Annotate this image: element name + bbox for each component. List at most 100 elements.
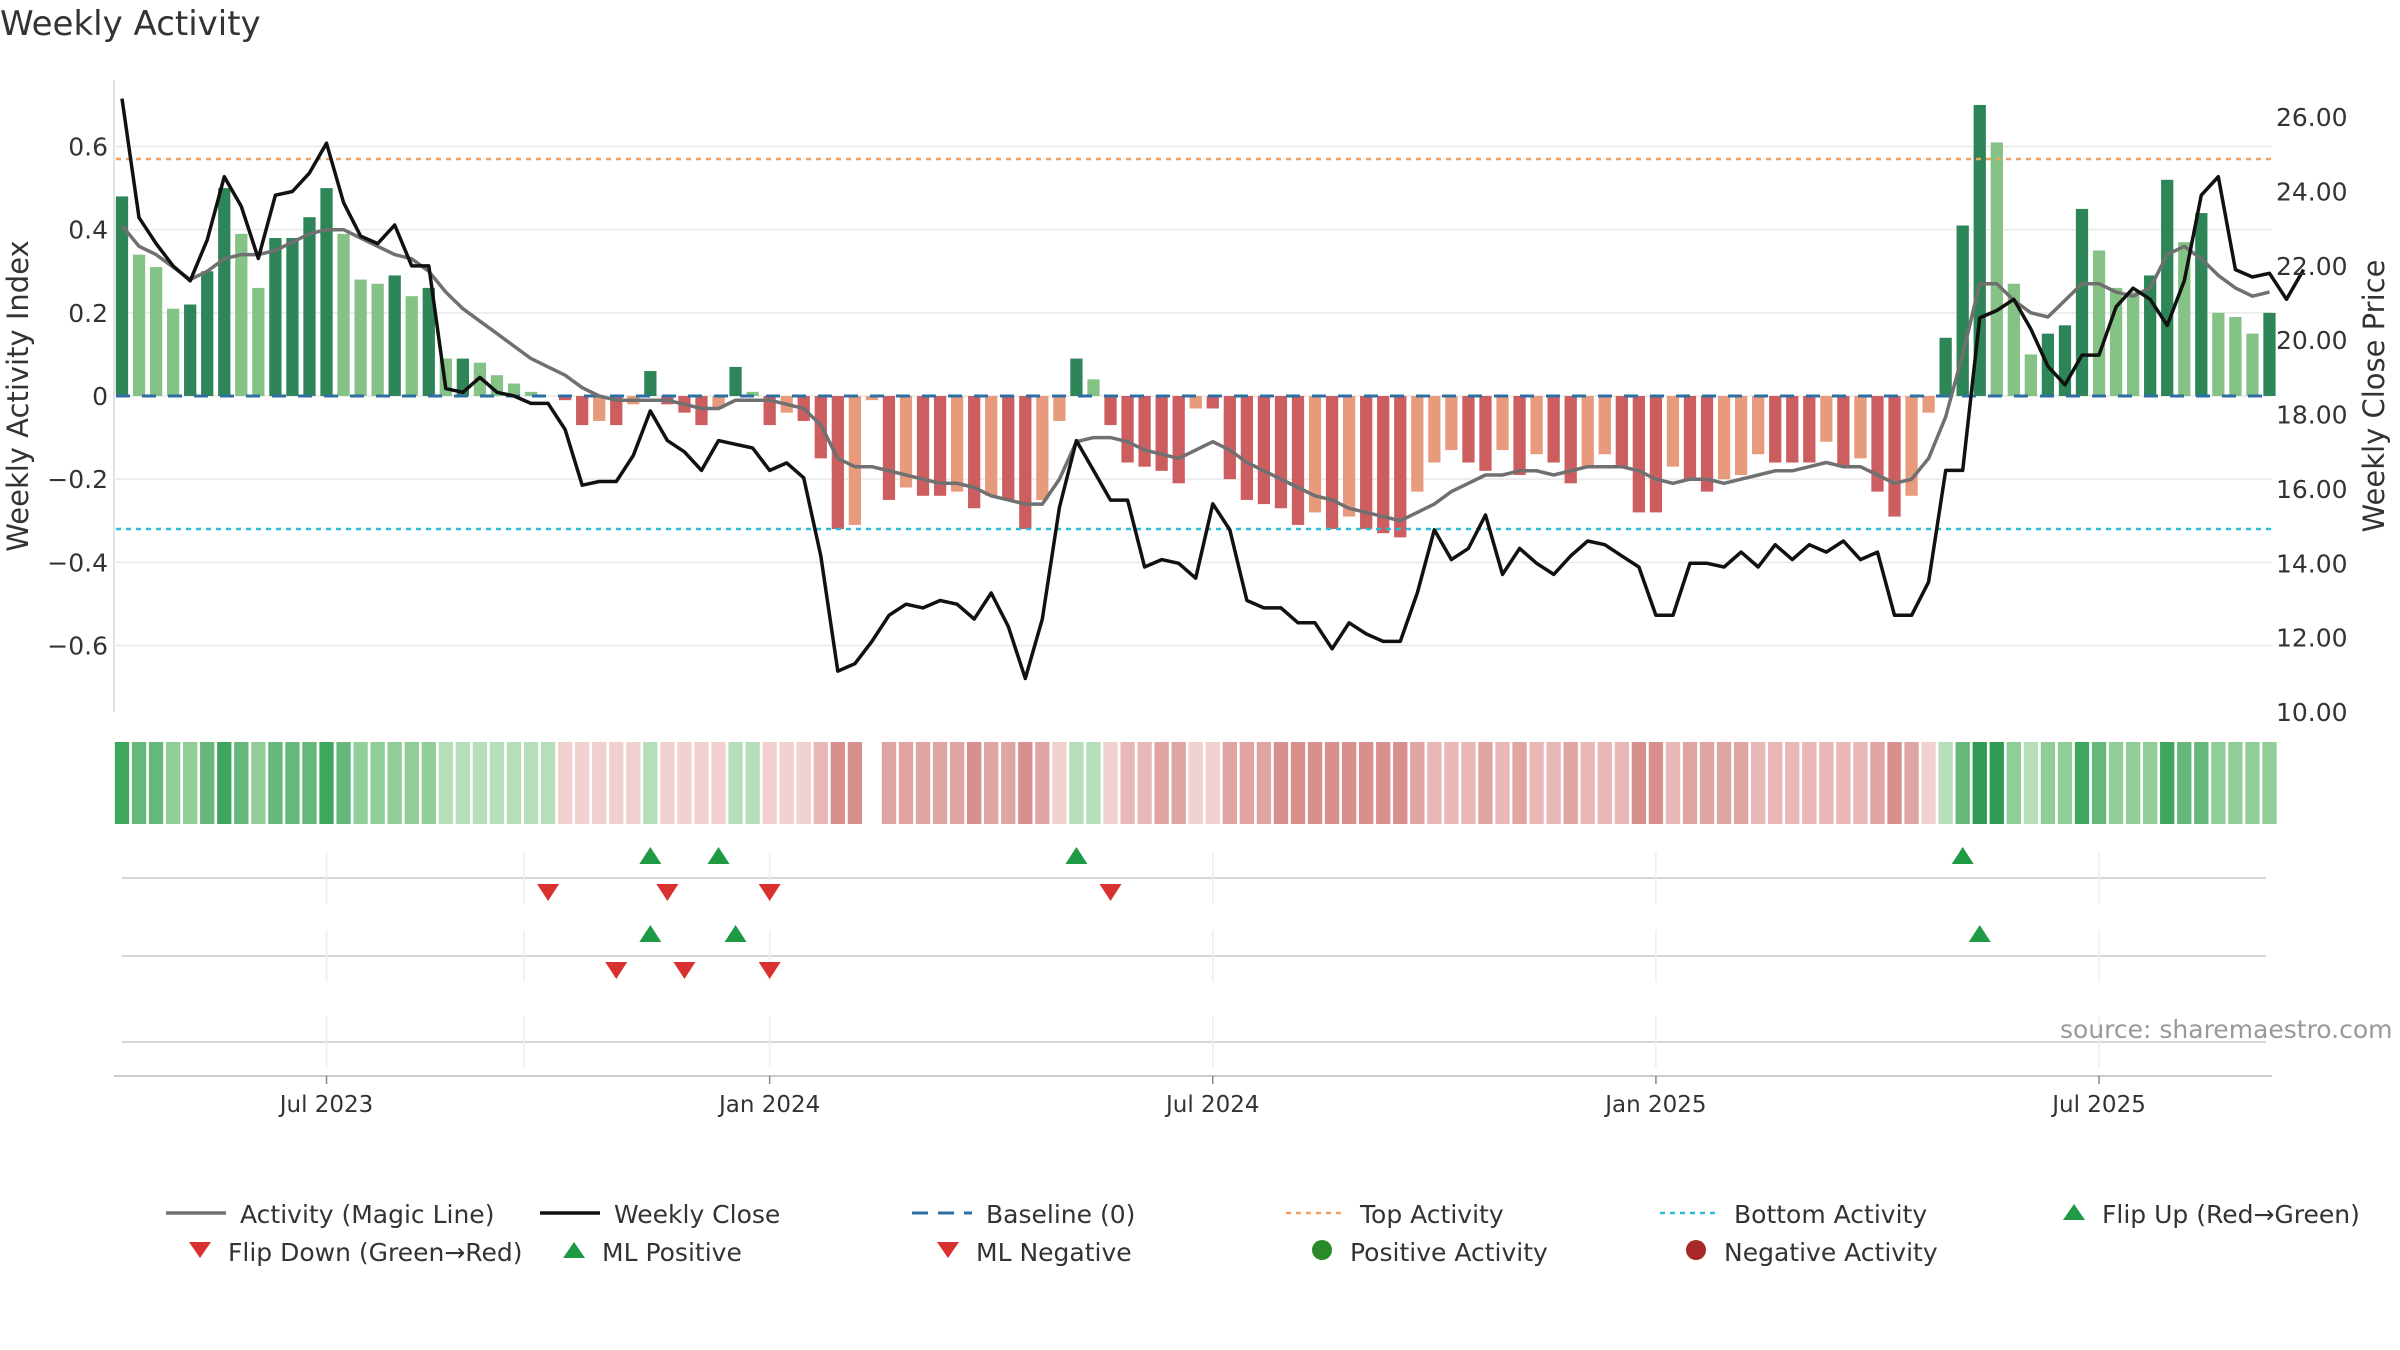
activity-bar: [848, 396, 862, 525]
heat-cell: [1580, 742, 1595, 824]
flip-up-marker: [639, 847, 662, 864]
heat-cell: [1052, 742, 1067, 824]
heat-cell: [2245, 742, 2260, 824]
legend: Activity (Magic Line) Weekly Close Baselin…: [0, 1200, 2400, 1270]
heat-cell: [285, 742, 300, 824]
heat-cell: [336, 742, 351, 824]
activity-bar: [354, 279, 367, 396]
legend-label: Bottom Activity: [1734, 1200, 1928, 1229]
heat-cell: [1512, 742, 1527, 824]
heat-cell: [932, 742, 948, 824]
activity-bar: [1325, 396, 1339, 530]
activity-bar: [1683, 396, 1697, 480]
heat-cell: [762, 742, 777, 824]
heat-cell: [1785, 742, 1800, 824]
heat-cell: [455, 742, 471, 824]
activity-bar: [831, 396, 844, 530]
activity-bar: [252, 287, 265, 396]
heat-cell: [609, 742, 624, 824]
activity-bar: [1700, 396, 1714, 492]
activity-bar: [235, 233, 248, 396]
heat-cell: [2228, 742, 2243, 824]
heat-cell: [200, 742, 215, 824]
flip-down-marker: [656, 884, 679, 901]
legend-symbol-icon: [2060, 1200, 2102, 1229]
activity-bar: [985, 396, 998, 496]
heat-cell: [217, 742, 232, 824]
legend-symbol-icon: [1660, 1200, 1734, 1229]
ml-up-marker: [639, 925, 662, 942]
heat-cell: [1444, 742, 1459, 824]
activity-bar: [558, 396, 572, 401]
heat-cell: [813, 742, 828, 824]
activity-bar: [184, 304, 197, 396]
y2-tick-label: 24.00: [2276, 178, 2348, 207]
heat-cell: [1665, 742, 1681, 824]
heat-cell: [438, 742, 453, 824]
activity-bar: [1752, 396, 1765, 455]
heat-cell: [1035, 742, 1050, 824]
activity-bar: [916, 396, 930, 496]
activity-bar: [1377, 396, 1390, 534]
heat-cell: [2125, 742, 2141, 824]
activity-bar: [1905, 396, 1918, 496]
x-tick-label: Jul 2023: [278, 1092, 374, 1118]
heat-cell: [183, 742, 198, 824]
heat-cell: [796, 742, 811, 824]
y-tick-label: 0.2: [68, 299, 108, 328]
legend-symbol-icon: [540, 1200, 614, 1229]
heat-cell: [1955, 742, 1970, 824]
heat-cell: [1359, 742, 1374, 824]
activity-bar: [950, 396, 964, 492]
heat-cell: [1546, 742, 1561, 824]
heat-cell: [1018, 742, 1033, 824]
activity-bar: [1717, 396, 1731, 480]
heat-cell: [694, 742, 709, 824]
legend-item: Positive Activity: [1308, 1238, 1548, 1267]
magic-line: [120, 224, 2270, 523]
legend-item: Negative Activity: [1682, 1238, 1938, 1267]
flip-down-marker: [537, 884, 560, 901]
heat-cell: [1205, 742, 1220, 824]
activity-bar: [405, 296, 418, 396]
heat-cell: [1103, 742, 1118, 824]
activity-bar: [1871, 396, 1884, 492]
heat-cell: [1171, 742, 1186, 824]
activity-bar: [2263, 312, 2276, 396]
heat-cell: [830, 742, 845, 824]
activity-bar: [1547, 396, 1560, 463]
heat-cell: [745, 742, 760, 824]
heat-cell: [1495, 742, 1510, 824]
heat-cell: [1972, 742, 1987, 824]
heat-cell: [1427, 742, 1442, 824]
heat-cell: [1069, 742, 1084, 824]
heat-cell: [2160, 742, 2175, 824]
activity-bar: [2161, 179, 2174, 396]
activity-bar: [2212, 312, 2225, 396]
heat-cell: [1938, 742, 1953, 824]
activity-bar: [746, 391, 759, 396]
activity-bar: [1342, 396, 1356, 517]
activity-bar: [1990, 142, 2003, 396]
activity-bar: [2246, 333, 2259, 396]
heat-cell: [881, 742, 897, 824]
activity-bar: [524, 391, 538, 396]
activity-bar: [1820, 396, 1833, 442]
legend-label: Negative Activity: [1724, 1238, 1938, 1267]
legend-label: Positive Activity: [1350, 1238, 1548, 1267]
activity-bar: [2229, 317, 2242, 396]
heat-cell: [1239, 742, 1255, 824]
heat-cell: [1733, 742, 1749, 824]
heat-cell: [1870, 742, 1885, 824]
activity-bar: [1189, 396, 1202, 409]
x-tick-label: Jul 2025: [2050, 1092, 2146, 1118]
heat-cell: [234, 742, 249, 824]
heat-cell: [575, 742, 590, 824]
heat-cell: [489, 742, 505, 824]
activity-bar: [320, 188, 333, 396]
activity-bar: [1019, 396, 1032, 530]
activity-bar: [1769, 396, 1782, 463]
heat-cell: [2074, 742, 2090, 824]
y2-tick-label: 12.00: [2276, 624, 2348, 653]
activity-bar: [1462, 396, 1475, 463]
